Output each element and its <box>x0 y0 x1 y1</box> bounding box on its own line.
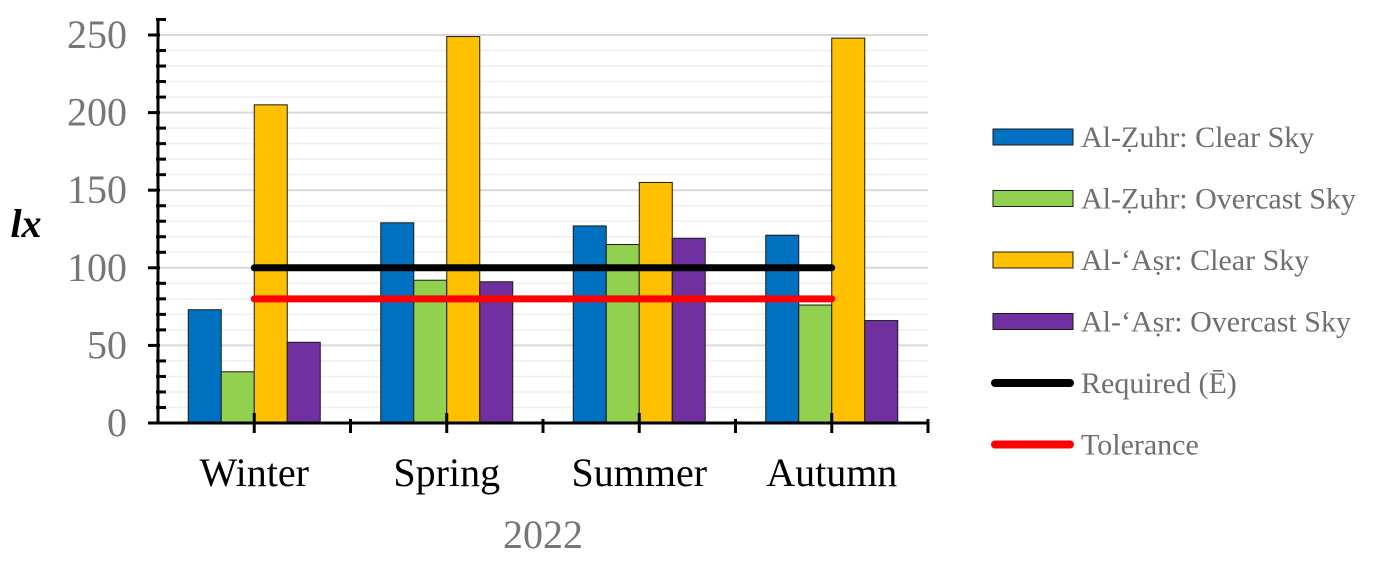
axes <box>148 17 930 433</box>
bar <box>446 36 481 424</box>
bar <box>413 279 448 424</box>
reference-lines <box>250 264 836 303</box>
legend-label: Tolerance <box>1081 429 1199 462</box>
legend-label: Al-Ẓuhr: Overcast Sky <box>1081 183 1356 216</box>
legend-label: Al-‘Aṣr: Overcast Sky <box>1081 306 1351 339</box>
bar <box>220 371 255 424</box>
x-category-label: Spring <box>393 450 500 495</box>
y-tick-label: 0 <box>107 400 127 445</box>
bars <box>187 36 899 424</box>
y-tick-label: 250 <box>67 12 127 57</box>
legend-swatch <box>992 313 1074 330</box>
bar <box>638 181 673 424</box>
bar <box>831 37 866 424</box>
bar <box>765 234 800 424</box>
legend-swatch <box>992 251 1074 269</box>
bar <box>572 225 607 424</box>
y-tick-label: 150 <box>67 167 127 212</box>
bar <box>286 341 321 424</box>
x-category-label: Summer <box>571 450 707 495</box>
legend-label: Al-‘Aṣr: Clear Sky <box>1081 244 1309 277</box>
bar <box>187 309 222 424</box>
legend: Al-Ẓuhr: Clear Sky Al-Ẓuhr: Overcast Sky A… <box>991 121 1356 462</box>
y-tick-labels: 0 50 100 150 200 250 <box>67 12 127 445</box>
legend-swatch <box>992 190 1074 207</box>
x-category-label: Autumn <box>766 450 897 495</box>
y-axis-label: lx <box>10 201 41 246</box>
bar <box>380 222 415 424</box>
x-category-labels: Winter Spring Summer Autumn <box>200 450 898 495</box>
y-tick-label: 50 <box>87 322 127 367</box>
legend-label: Required (Ē) <box>1081 367 1237 400</box>
bar <box>253 104 288 424</box>
bar <box>479 281 514 424</box>
bar <box>864 320 899 424</box>
legend-swatch <box>992 128 1074 146</box>
y-tick-label: 200 <box>67 90 127 135</box>
x-axis-label: 2022 <box>503 512 583 557</box>
bar <box>798 304 833 424</box>
x-category-label: Winter <box>200 450 309 495</box>
y-tick-label: 100 <box>67 245 127 290</box>
legend-label: Al-Ẓuhr: Clear Sky <box>1081 121 1314 154</box>
